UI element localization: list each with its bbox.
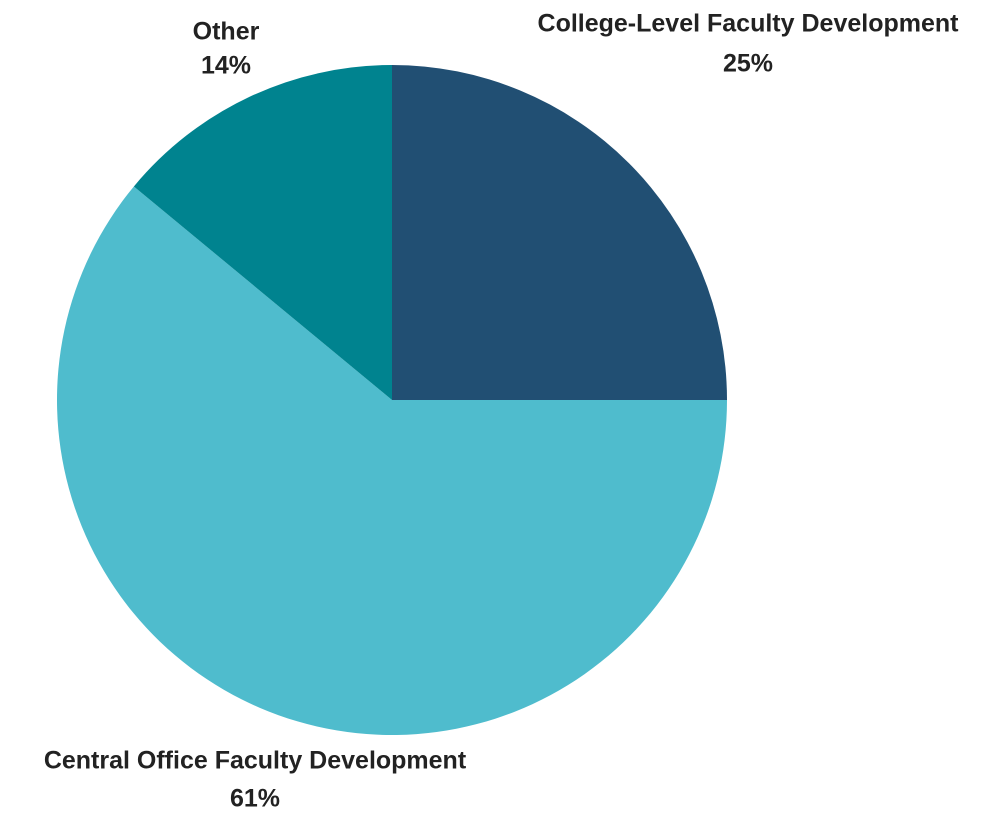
pie-slice [133, 65, 393, 400]
pie-slice [56, 186, 728, 736]
slice-value-label: 61% [230, 785, 280, 813]
slice-value-label: 25% [723, 50, 773, 78]
slice-label: Central Office Faculty Development [44, 747, 467, 775]
slice-label: College-Level Faculty Development [538, 10, 960, 38]
slice-value-label: 14% [201, 52, 251, 80]
slice-label: Other [193, 18, 260, 46]
pie-slice [392, 65, 727, 400]
